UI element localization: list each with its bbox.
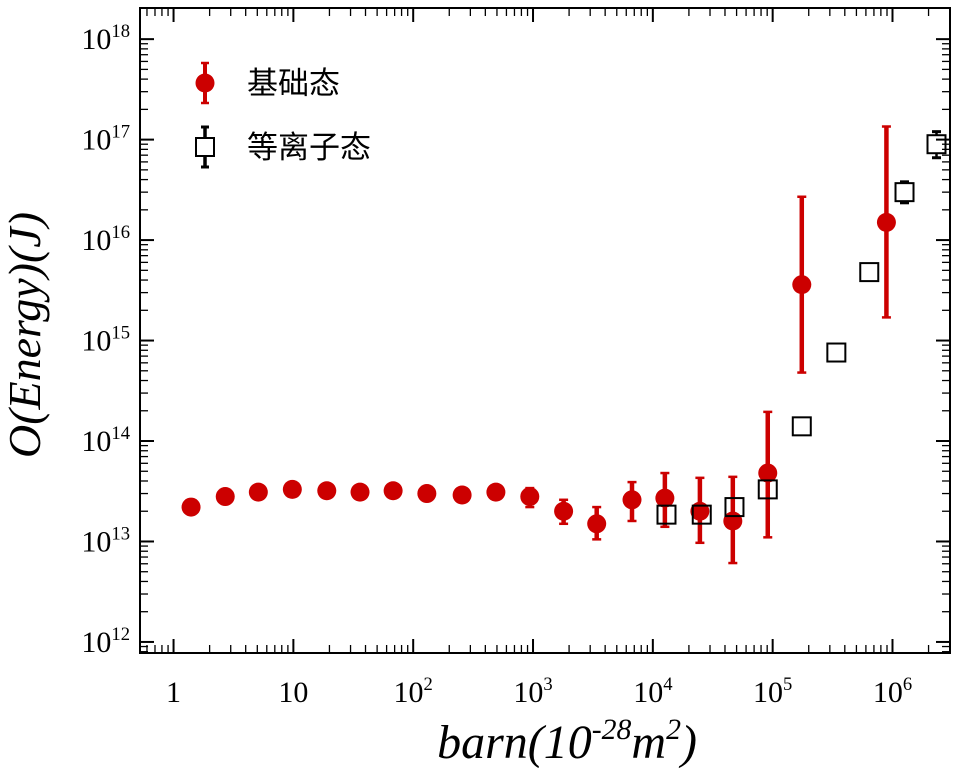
- x-tick-label: 1: [166, 676, 181, 709]
- data-point-plasma: [757, 479, 778, 500]
- plot-frame: [139, 7, 951, 654]
- data-point-plasma: [894, 182, 915, 203]
- y-tick-label: 1013: [81, 523, 130, 558]
- x-tick-label: 103: [513, 674, 552, 709]
- data-point-plasma: [926, 134, 947, 155]
- y-tick-label: 1017: [81, 122, 130, 157]
- y-tick-label: 1012: [81, 624, 130, 659]
- data-point-ground: [383, 481, 403, 501]
- data-point-ground: [758, 463, 778, 483]
- y-tick-label: 1015: [81, 323, 130, 358]
- data-point-ground: [486, 482, 506, 502]
- data-point-ground: [587, 514, 607, 534]
- data-point-ground: [317, 481, 337, 501]
- data-point-ground: [554, 501, 574, 521]
- data-point-plasma: [724, 497, 745, 518]
- data-point-plasma: [791, 416, 812, 437]
- legend-marker-square-icon: [195, 137, 215, 157]
- data-point-ground: [452, 485, 472, 505]
- legend-marker-circle-icon: [195, 73, 215, 93]
- data-point-plasma: [826, 342, 847, 363]
- data-point-ground: [792, 275, 812, 295]
- data-point-ground: [215, 487, 235, 507]
- data-point-ground: [520, 487, 540, 507]
- data-point-ground: [417, 484, 437, 504]
- x-tick-label: 106: [873, 674, 912, 709]
- x-tick-label: 102: [394, 674, 433, 709]
- data-point-plasma: [691, 504, 712, 525]
- y-tick-label: 1016: [81, 222, 130, 257]
- x-tick-label: 105: [753, 674, 792, 709]
- data-point-ground: [350, 482, 370, 502]
- y-tick-label: 1018: [81, 21, 130, 56]
- x-tick-label: 104: [633, 674, 672, 709]
- data-point-ground: [655, 488, 675, 508]
- data-point-ground: [876, 212, 896, 232]
- legend-label-plasma: 等离子态: [247, 130, 371, 165]
- data-point-ground: [248, 482, 268, 502]
- data-point-plasma: [859, 262, 880, 283]
- data-point-ground: [181, 497, 201, 517]
- x-axis-label: barn(10-28m2): [437, 713, 697, 769]
- y-axis-label: O(Energy)(J): [0, 212, 50, 458]
- data-point-ground: [622, 490, 642, 510]
- y-tick-label: 1014: [81, 423, 130, 458]
- data-point-ground: [282, 479, 302, 499]
- data-point-plasma: [656, 504, 677, 525]
- legend-label-ground: 基础态: [247, 66, 340, 101]
- x-tick-label: 10: [278, 676, 308, 709]
